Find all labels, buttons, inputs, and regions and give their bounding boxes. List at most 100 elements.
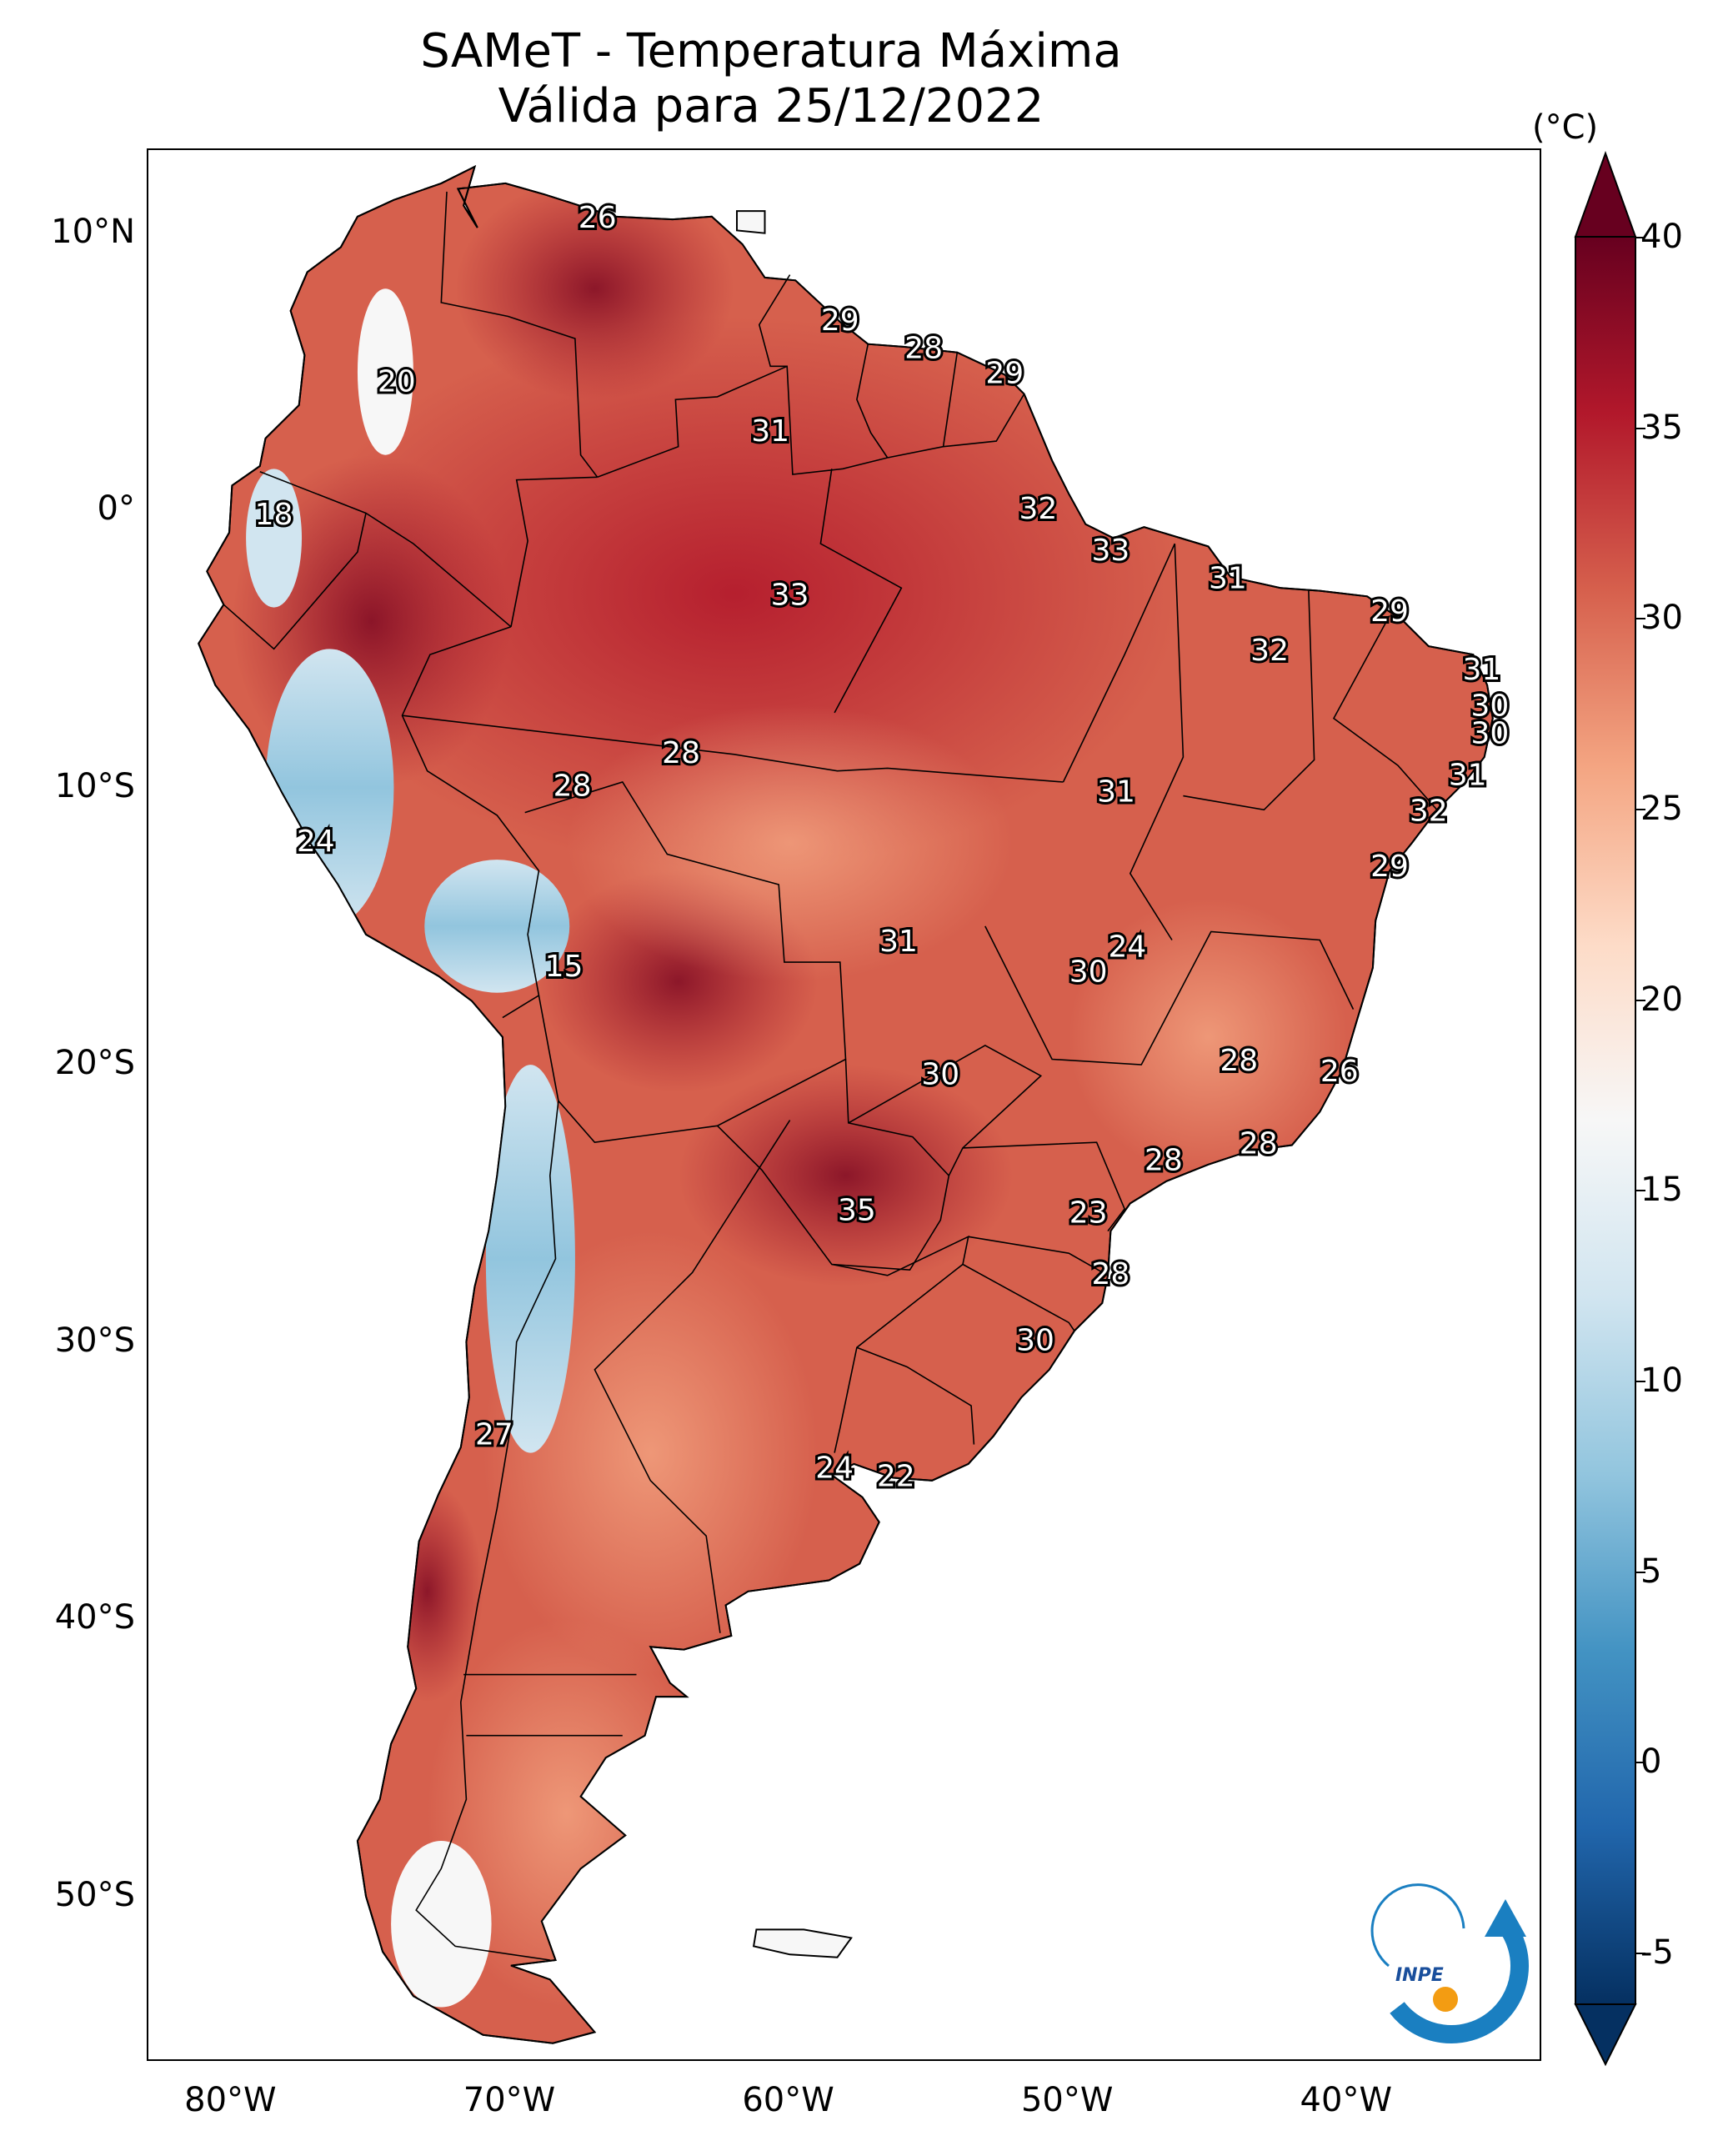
capital-temperature-label: 33 — [771, 578, 809, 612]
llanos-hot-spot — [455, 178, 734, 400]
southeast-mild-region — [1069, 898, 1348, 1176]
latitude-tick-label: 10°N — [51, 212, 135, 251]
capital-temperature-label: 31 — [879, 925, 918, 959]
capital-temperature-label: 32 — [1250, 634, 1289, 668]
capital-temperature-label: 18 — [255, 498, 293, 532]
capital-temperature-label: 30 — [1471, 689, 1510, 723]
border-goias-minas — [984, 925, 1355, 1065]
logo-dot-icon — [1433, 1987, 1458, 2012]
capital-temperature-label: 24 — [1109, 930, 1147, 964]
capital-temperature-label: 31 — [751, 414, 789, 449]
border-parana-sp — [962, 1141, 1126, 1232]
capital-temperature-label: 28 — [904, 331, 943, 365]
border-maranhao-tocantins — [1129, 544, 1185, 940]
latitude-tick-label: 20°S — [54, 1044, 135, 1083]
border-amazonas-para — [819, 469, 903, 714]
capital-temperature-label: 27 — [475, 1418, 513, 1452]
capital-temperature-label: 24 — [815, 1452, 854, 1486]
latitude-tick-label: 40°S — [54, 1598, 135, 1637]
border-peru-brazil-bolivia — [401, 626, 540, 1019]
logo-arrow-icon — [1485, 1899, 1526, 1937]
political-borders — [223, 191, 1438, 1961]
logo-swoosh-icon — [1390, 1918, 1529, 2043]
capital-temperature-label: 28 — [1220, 1044, 1258, 1078]
logo-text: INPE — [1395, 1965, 1444, 1986]
capital-temperature-label: 28 — [1091, 1257, 1129, 1291]
capital-temperature-label: 29 — [1370, 594, 1409, 629]
map-panel: 26 20 18 29 28 29 31 32 33 33 31 32 29 31 30 30 31 32 29 28… — [147, 148, 1541, 2061]
capital-temperature-label: 31 — [1209, 561, 1247, 595]
capital-temperature-label: 28 — [1240, 1127, 1278, 1161]
border-french-guiana — [943, 374, 1025, 448]
border-argentina-provinces — [594, 1120, 791, 1633]
peru-andes-cool-band — [265, 649, 394, 926]
map-subtitle: Válida para 25/12/2022 — [498, 79, 1044, 133]
capital-temperature-label: 35 — [838, 1193, 876, 1227]
border-bolivia — [524, 781, 847, 1144]
capital-temperature-label: 30 — [1069, 955, 1108, 989]
border-piaui-bahia — [1183, 590, 1315, 811]
chile-andes-cool-band — [485, 1065, 575, 1453]
colorbar-tick-label: 10 — [1640, 1361, 1683, 1400]
colorbar — [1574, 151, 1637, 2067]
colombia-andes-band — [357, 288, 413, 455]
capital-temperature-label: 20 — [378, 364, 416, 399]
capital-temperature-label: 29 — [1370, 850, 1409, 884]
capital-temperature-label: 29 — [985, 356, 1024, 390]
border-venezuela-brazil — [597, 365, 788, 479]
longitude-tick-label: 80°W — [184, 2081, 277, 2119]
capital-temperature-label: 32 — [1019, 492, 1057, 526]
colorbar-tick-mark — [1635, 237, 1645, 238]
colorbar-tick-mark — [1635, 1953, 1645, 1954]
capital-temperature-label: 15 — [545, 950, 584, 984]
colorbar-max-extend — [1574, 151, 1637, 238]
colorbar-tick-label: 25 — [1640, 790, 1683, 828]
colorbar-tick-mark — [1635, 999, 1645, 1001]
capital-temperature-label: 26 — [1320, 1055, 1359, 1089]
mato-grosso-mild-region — [566, 704, 1014, 982]
colorbar-tick-mark — [1635, 809, 1645, 810]
colorbar-min-extend — [1574, 2003, 1637, 2067]
border-colombia-brazil — [510, 476, 598, 627]
capital-temperature-label: 26 — [579, 201, 617, 235]
capital-temperature-label: 29 — [821, 303, 859, 338]
altiplano-cool-band — [424, 860, 570, 993]
longitude-tick-label: 40°W — [1300, 2081, 1392, 2119]
colorbar-unit: (°C) — [1532, 108, 1599, 147]
capital-temperature-label: 31 — [1097, 775, 1135, 809]
border-rs-sc — [962, 1263, 1075, 1331]
border-colombia-venezuela — [440, 191, 599, 478]
amazon-warm-region — [288, 316, 1181, 871]
colorbar-tick-mark — [1635, 1762, 1645, 1764]
paraguay-hot-spot — [678, 1065, 1014, 1287]
colorbar-tick-mark — [1635, 1381, 1645, 1382]
colorbar-tick-label: 15 — [1640, 1171, 1683, 1210]
border-uruguay-brazil — [856, 1346, 975, 1445]
capital-temperature-label: 28 — [553, 770, 592, 804]
colorbar-tick-mark — [1635, 427, 1645, 429]
capital-temperature-label: 23 — [1069, 1196, 1108, 1231]
capital-temperature-label: 30 — [1016, 1324, 1054, 1358]
colorbar-tick-label: 30 — [1640, 599, 1683, 638]
capital-temperature-label: 24 — [297, 825, 335, 859]
longitude-tick-label: 60°W — [742, 2081, 834, 2119]
border-colombia-peru-ecuador — [259, 470, 512, 628]
colorbar-tick-mark — [1635, 618, 1645, 620]
south-america-landmass — [198, 164, 1494, 2044]
border-sc-parana — [968, 1236, 1109, 1276]
border-paraguay — [717, 1059, 950, 1271]
falkland-islands — [752, 1928, 853, 1958]
latitude-tick-label: 0° — [97, 489, 135, 529]
colorbar-tick-mark — [1635, 1190, 1645, 1192]
longitude-tick-label: 50°W — [1020, 2081, 1114, 2119]
colorbar-tick-label: 20 — [1640, 980, 1683, 1019]
capital-temperature-label: 28 — [662, 736, 700, 770]
border-ceara-pe — [1332, 615, 1438, 810]
border-guyana-suriname — [856, 343, 889, 459]
longitude-tick-label: 70°W — [463, 2081, 556, 2119]
capital-temperature-label: 22 — [877, 1460, 915, 1494]
colorbar-tick-mark — [1635, 1571, 1645, 1573]
capital-temperature-label: 33 — [1091, 534, 1129, 568]
